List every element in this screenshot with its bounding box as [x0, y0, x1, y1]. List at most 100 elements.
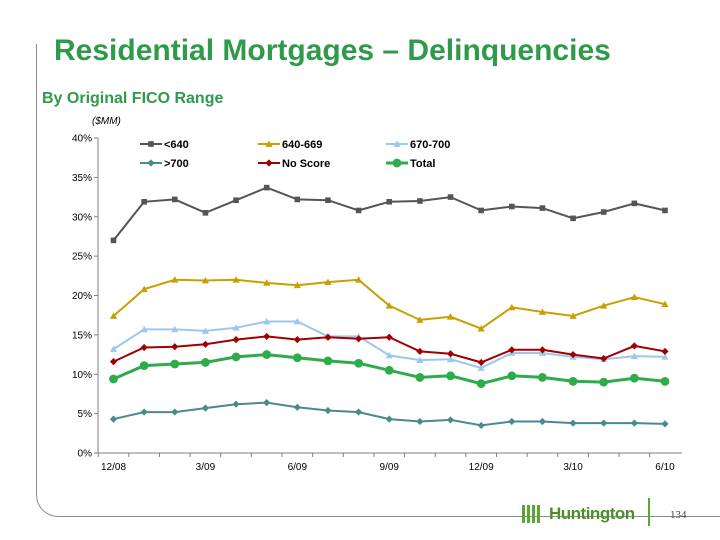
series-point-0 — [141, 198, 147, 205]
series-point-3 — [232, 400, 240, 408]
series-point-2 — [630, 352, 638, 360]
series-point-1 — [109, 312, 118, 319]
series-point-4 — [324, 333, 332, 341]
series-point-5 — [139, 361, 149, 370]
series-point-3 — [630, 419, 638, 427]
series-point-1 — [538, 308, 547, 315]
legend-label: >700 — [164, 158, 189, 170]
series-point-3 — [293, 403, 301, 411]
y-tick-label: 0% — [78, 449, 93, 460]
series-point-0 — [631, 200, 638, 207]
legend-swatch-marker — [265, 140, 273, 147]
legend-swatch-marker — [392, 158, 402, 168]
series-point-5 — [629, 373, 639, 383]
series-point-1 — [201, 276, 210, 284]
series-point-4 — [109, 358, 118, 366]
series-point-0 — [233, 197, 239, 204]
series-point-1 — [569, 312, 577, 319]
x-tick-label: 3/09 — [196, 462, 216, 473]
huntington-logo: Huntington — [522, 504, 635, 524]
series-point-5 — [476, 379, 486, 389]
series-point-3 — [661, 420, 669, 428]
x-tick-label: 6/10 — [655, 462, 675, 473]
series-point-4 — [293, 336, 301, 344]
series-point-1 — [630, 293, 638, 300]
series-point-1 — [446, 313, 455, 320]
series-point-4 — [416, 347, 424, 356]
series-point-3 — [324, 406, 332, 415]
series-point-1 — [355, 276, 363, 283]
series-point-2 — [140, 325, 148, 333]
series-point-0 — [478, 207, 484, 214]
series-point-0 — [171, 196, 178, 203]
series-point-0 — [539, 205, 546, 211]
series-point-4 — [355, 335, 363, 343]
series-point-0 — [600, 209, 607, 215]
series-point-4 — [140, 343, 148, 352]
series-point-4 — [385, 333, 393, 341]
series-point-5 — [538, 373, 547, 382]
series-point-3 — [446, 416, 455, 424]
series-point-0 — [294, 196, 301, 203]
series-point-5 — [170, 359, 180, 369]
series-point-2 — [171, 325, 179, 333]
series-point-3 — [569, 419, 577, 427]
series-point-5 — [507, 371, 517, 381]
series-point-2 — [232, 324, 240, 331]
legend-swatch-marker — [265, 159, 273, 167]
series-point-3 — [201, 404, 210, 412]
series-point-2 — [416, 356, 424, 363]
series-point-5 — [323, 356, 333, 366]
footer-divider — [648, 498, 650, 526]
series-point-5 — [354, 358, 364, 368]
series-point-4 — [171, 343, 179, 351]
series-point-2 — [109, 345, 118, 352]
x-tick-label: 12/08 — [101, 462, 126, 473]
series-point-4 — [232, 336, 240, 344]
series-point-5 — [446, 371, 455, 381]
series-point-5 — [415, 373, 425, 382]
series-point-4 — [538, 346, 547, 354]
legend-swatch-marker — [393, 140, 401, 147]
series-line-0 — [112, 186, 666, 242]
series-point-1 — [661, 300, 669, 308]
series-point-3 — [508, 417, 516, 426]
series-point-0 — [263, 184, 270, 191]
series-point-4 — [600, 354, 608, 363]
huntington-logo-mark-icon — [522, 505, 544, 523]
series-point-4 — [446, 350, 455, 358]
x-tick-label: 6/09 — [288, 462, 308, 473]
series-point-2 — [661, 353, 669, 360]
y-tick-label: 35% — [72, 173, 92, 184]
series-point-4 — [630, 342, 638, 350]
x-tick-label: 12/09 — [469, 462, 494, 473]
series-point-3 — [477, 421, 485, 430]
series-point-3 — [385, 415, 393, 423]
x-tick-label: 3/10 — [563, 462, 583, 473]
y-tick-label: 10% — [72, 370, 92, 381]
series-point-2 — [385, 351, 393, 359]
legend-label: No Score — [282, 158, 330, 170]
y-tick-label: 5% — [78, 409, 93, 420]
series-point-3 — [263, 399, 271, 407]
slide-title: Residential Mortgages – Delinquencies — [54, 34, 611, 67]
series-point-0 — [386, 198, 393, 205]
series-point-3 — [355, 408, 363, 416]
series-point-2 — [201, 327, 210, 334]
series-point-0 — [325, 197, 331, 204]
series-point-0 — [662, 207, 668, 214]
series-point-2 — [263, 317, 271, 325]
legend-label: 670-700 — [410, 139, 450, 151]
series-point-0 — [355, 207, 362, 214]
series-point-4 — [569, 350, 577, 359]
legend-label: 640-669 — [282, 139, 322, 151]
series-point-5 — [109, 374, 118, 384]
slide-subtitle: By Original FICO Range — [42, 90, 224, 107]
series-point-2 — [293, 317, 301, 325]
series-point-4 — [201, 340, 210, 348]
series-point-5 — [384, 365, 394, 375]
series-point-1 — [140, 285, 148, 293]
series-point-1 — [600, 302, 608, 309]
series-point-5 — [201, 358, 210, 367]
